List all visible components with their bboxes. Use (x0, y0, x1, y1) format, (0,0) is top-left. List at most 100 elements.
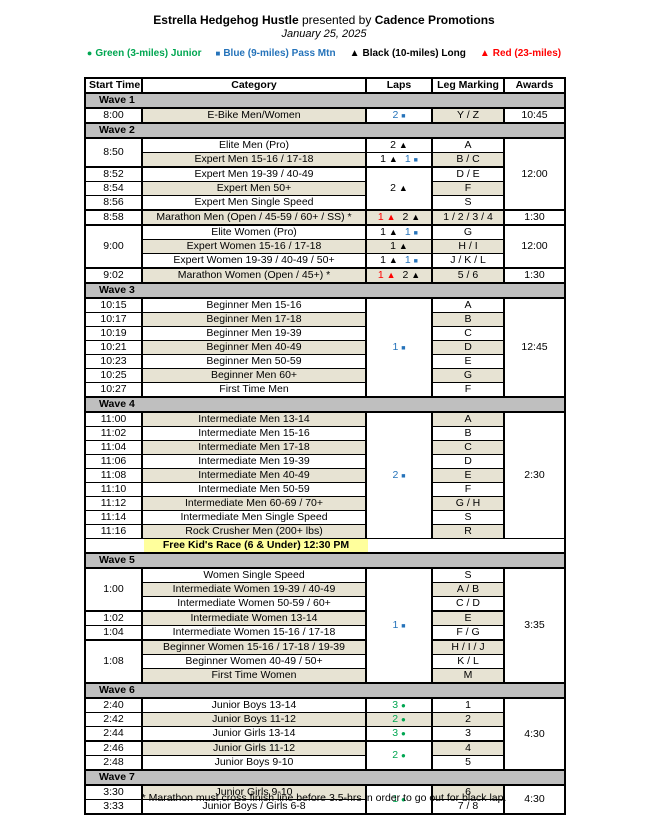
start-time-cell: 10:23 (84, 354, 143, 369)
legend-label: Green (3-miles) Junior (95, 48, 202, 59)
table-row: 11:16 Rock Crusher Men (200+ lbs) R (84, 524, 565, 539)
awards-cell: 12:00 (503, 224, 566, 269)
lap-count: 2 ▲ (390, 182, 408, 194)
leg-marking-cell: B / C (431, 152, 505, 168)
laps-cell: 1 ▲ 1 ■ (365, 152, 433, 168)
category-cell: Beginner Men 40-49 (141, 340, 367, 355)
table-row: 2:42 Junior Boys 11-12 2 ● 2 (84, 712, 565, 727)
start-time-cell: 9:02 (84, 267, 143, 284)
category-cell: Intermediate Men 19-39 (141, 454, 367, 469)
wave-label: Wave 4 (84, 396, 566, 413)
leg-marking-cell: B (431, 312, 505, 327)
kids-race-note: Free Kid's Race (6 & Under) 12:30 PM (144, 539, 368, 552)
leg-marking-cell: 1 (431, 697, 505, 713)
table-row: 1:02 Intermediate Women 13-14 E (84, 610, 565, 626)
category-cell: Junior Boys / Girls 6-8 (141, 799, 367, 815)
table-row: 8:56 Expert Men Single Speed S (84, 195, 565, 211)
leg-marking-cell: J / K / L (431, 253, 505, 269)
schedule-table-body: Wave 1 8:00 E-Bike Men/Women 2 ■ Y / Z 10:45 W… (84, 92, 566, 815)
circle-icon: ● (400, 729, 406, 738)
category-cell: Junior Boys 13-14 (141, 697, 367, 713)
leg-marking-cell: C / D (431, 596, 505, 612)
legend-item-red: ▲ Red (23-miles) (480, 48, 561, 60)
category-cell: Beginner Men 50-59 (141, 354, 367, 369)
lap-count: 1 ● (392, 793, 406, 805)
start-time-cell: 8:54 (84, 181, 143, 196)
title-connector: presented by (298, 13, 375, 27)
leg-marking-cell: A (431, 411, 505, 427)
category-cell: Women Single Speed (141, 567, 367, 583)
wave-label: Wave 5 (84, 552, 566, 569)
table-row: 1:04 Intermediate Women 15-16 / 17-18 F / … (84, 625, 565, 641)
col-header-start-time: Start Time (84, 77, 143, 94)
leg-marking-cell: S (431, 510, 505, 525)
leg-marking-cell: D (431, 454, 505, 469)
awards-cell: 2:30 (503, 411, 566, 539)
triangle-icon: ▲ (388, 153, 398, 164)
wave-band-row: Wave 6 (84, 682, 566, 699)
laps-cell: 2 ● (365, 712, 433, 727)
square-icon: ■ (401, 344, 406, 352)
category-cell: Beginner Men 19-39 (141, 326, 367, 341)
table-row: 3:33 Junior Boys / Girls 6-8 7 / 8 (84, 799, 565, 815)
awards-cell: 3:35 (503, 567, 566, 684)
category-cell: Intermediate Men 50-59 (141, 482, 367, 497)
triangle-icon: ▲ (411, 212, 421, 222)
start-time-cell: 11:04 (84, 440, 143, 455)
leg-marking-cell: 5 / 6 (431, 267, 505, 284)
laps-cell: 2 ■ (365, 107, 433, 124)
wave-label: Wave 2 (84, 122, 566, 139)
schedule-table: Start Time Category Laps Leg Marking Awa… (84, 77, 566, 815)
circle-icon: ● (400, 751, 406, 760)
legend-label: Black (10-miles) Long (362, 47, 466, 59)
lap-count: 1 ▲ (380, 225, 398, 238)
lap-count: 2 ▲ (402, 211, 421, 223)
leg-marking-cell: K / L (431, 654, 505, 669)
leg-marking-cell: E (431, 354, 505, 369)
circle-icon: ● (400, 701, 406, 710)
start-time-cell: 11:08 (84, 468, 143, 483)
laps-cell: 3 ● (365, 697, 433, 713)
table-row: 11:02 Intermediate Men 15-16 B (84, 426, 565, 441)
leg-marking-cell: A / B (431, 582, 505, 597)
start-time-cell: 2:42 (84, 712, 143, 727)
category-cell: Expert Men 19-39 / 40-49 (141, 166, 367, 182)
start-time-cell: 11:00 (84, 411, 143, 427)
table-row: 11:12 Intermediate Men 60-69 / 70+ G / H (84, 496, 565, 511)
lap-count: 2 ● (392, 713, 406, 725)
event-name: Estrella Hedgehog Hustle (153, 13, 299, 27)
leg-marking-cell: C (431, 326, 505, 341)
leg-marking-cell: B (431, 426, 505, 441)
wave-band-row: Wave 2 (84, 122, 566, 139)
category-cell: Intermediate Men 60-69 / 70+ (141, 496, 367, 511)
leg-marking-cell: 2 (431, 712, 505, 727)
table-row: 10:19 Beginner Men 19-39 C (84, 326, 565, 341)
col-header-laps: Laps (365, 77, 433, 94)
start-time-cell: 10:27 (84, 382, 143, 398)
start-time-cell: 10:17 (84, 312, 143, 327)
table-row: 10:27 First Time Men F (84, 382, 565, 398)
leg-marking-cell: E (431, 468, 505, 483)
wave-band-row: Wave 1 (84, 92, 566, 109)
table-header-row: Start Time Category Laps Leg Marking Awa… (84, 77, 566, 94)
start-time-cell: 2:40 (84, 697, 143, 713)
category-cell: Intermediate Men 13-14 (141, 411, 367, 427)
category-cell: Expert Women 15-16 / 17-18 (141, 239, 367, 254)
table-row: 8:52 Expert Men 19-39 / 40-49 2 ▲ D / E (84, 166, 565, 211)
page-title: Estrella Hedgehog Hustle presented by Ca… (0, 13, 648, 27)
table-row: 11:08 Intermediate Men 40-49 E (84, 468, 565, 483)
green-circle-icon: ● (86, 48, 93, 58)
table-row: Free Kid's Race (6 & Under) 12:30 PM (84, 538, 566, 554)
category-cell: Intermediate Women 13-14 (141, 610, 367, 626)
course-legend: ● Green (3-miles) Junior ■ Blue (9-miles) … (0, 47, 648, 60)
category-cell: Junior Boys 9-10 (141, 755, 367, 771)
square-icon: ■ (413, 229, 418, 237)
start-time-cell: 2:46 (84, 740, 143, 756)
wave-label: Wave 7 (84, 769, 566, 786)
lap-count: 1 ■ (404, 253, 418, 266)
awards-cell: 4:30 (503, 784, 566, 815)
square-icon: ■ (401, 472, 406, 480)
event-date: January 25, 2025 (281, 28, 367, 40)
table-row: 1:00 Women Single Speed 1 ■ S 3:35 (84, 567, 566, 684)
